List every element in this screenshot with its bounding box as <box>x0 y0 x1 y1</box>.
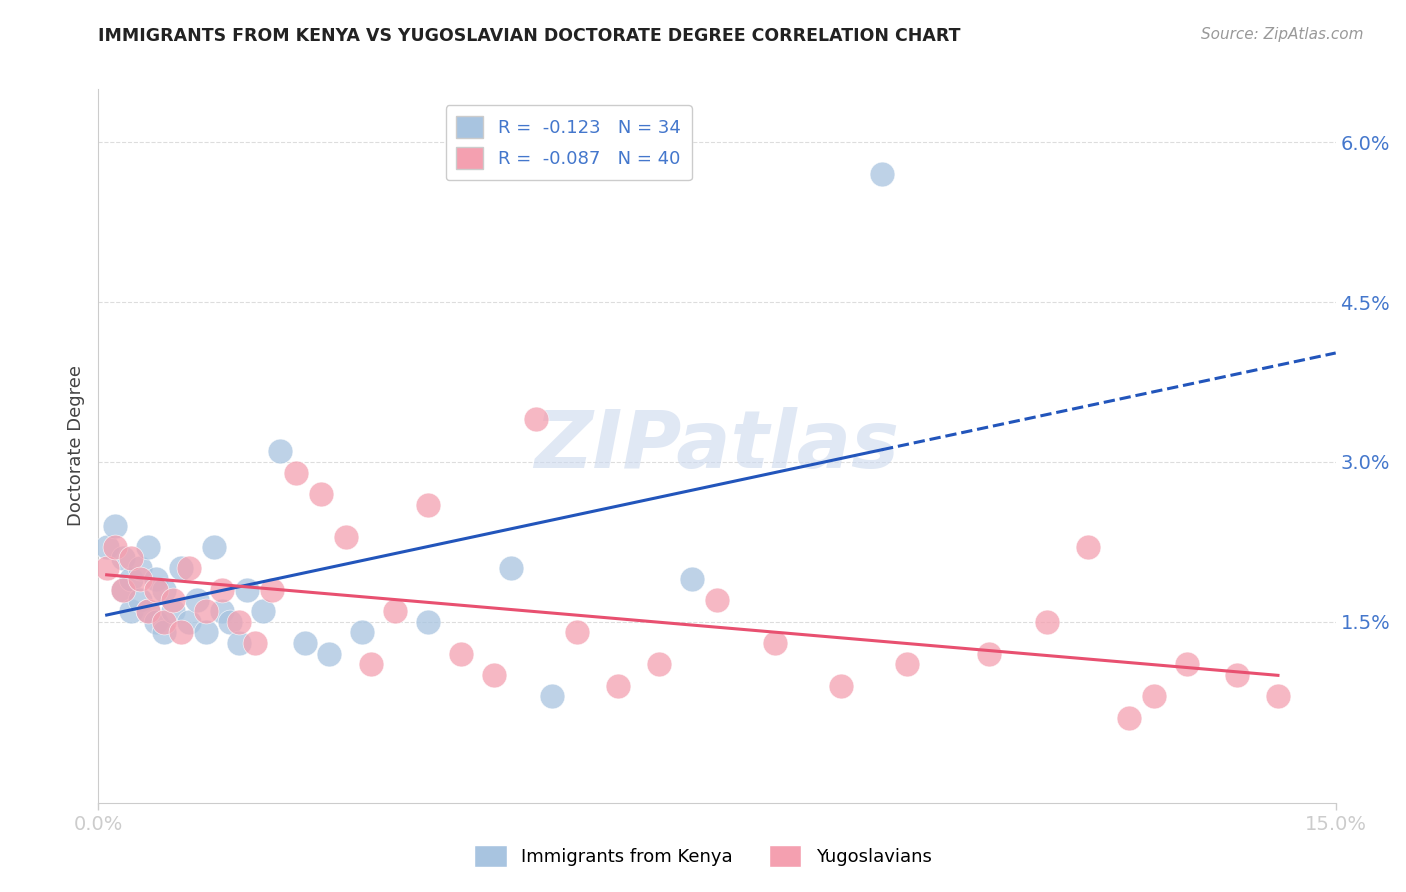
Point <box>285 466 308 480</box>
Point <box>170 561 193 575</box>
Point <box>830 679 852 693</box>
Point <box>499 561 522 575</box>
Point <box>236 582 259 597</box>
Point <box>162 593 184 607</box>
Point <box>228 615 250 629</box>
Point <box>202 540 225 554</box>
Point <box>450 647 472 661</box>
Point <box>648 657 671 672</box>
Point <box>211 604 233 618</box>
Point <box>896 657 918 672</box>
Legend: R =  -0.123   N = 34, R =  -0.087   N = 40: R = -0.123 N = 34, R = -0.087 N = 40 <box>446 105 692 180</box>
Point <box>112 582 135 597</box>
Point <box>979 647 1001 661</box>
Point <box>96 561 118 575</box>
Legend: Immigrants from Kenya, Yugoslavians: Immigrants from Kenya, Yugoslavians <box>467 838 939 874</box>
Point <box>565 625 588 640</box>
Point <box>294 636 316 650</box>
Text: Source: ZipAtlas.com: Source: ZipAtlas.com <box>1201 27 1364 42</box>
Point <box>186 593 208 607</box>
Point <box>179 561 201 575</box>
Point <box>194 604 217 618</box>
Point <box>112 550 135 565</box>
Point <box>243 636 266 650</box>
Point <box>136 604 159 618</box>
Point <box>418 615 440 629</box>
Point <box>384 604 406 618</box>
Point <box>128 593 150 607</box>
Point <box>153 615 176 629</box>
Point <box>260 582 283 597</box>
Point <box>607 679 630 693</box>
Y-axis label: Doctorate Degree: Doctorate Degree <box>66 366 84 526</box>
Point <box>179 615 201 629</box>
Point <box>1267 690 1289 704</box>
Point <box>96 540 118 554</box>
Point <box>1036 615 1059 629</box>
Point <box>269 444 291 458</box>
Point <box>145 582 167 597</box>
Point <box>120 550 142 565</box>
Point <box>360 657 382 672</box>
Text: ZIPatlas: ZIPatlas <box>534 407 900 485</box>
Point <box>335 529 357 543</box>
Point <box>309 487 332 501</box>
Point <box>1118 710 1140 724</box>
Point <box>145 572 167 586</box>
Point <box>104 540 127 554</box>
Point <box>136 540 159 554</box>
Point <box>681 572 703 586</box>
Point <box>252 604 274 618</box>
Point <box>1175 657 1198 672</box>
Point <box>541 690 564 704</box>
Point <box>194 625 217 640</box>
Point <box>219 615 242 629</box>
Point <box>153 582 176 597</box>
Point <box>120 572 142 586</box>
Point <box>484 668 506 682</box>
Point <box>706 593 728 607</box>
Point <box>352 625 374 640</box>
Point <box>120 604 142 618</box>
Point <box>128 572 150 586</box>
Point <box>170 625 193 640</box>
Point <box>1077 540 1099 554</box>
Point <box>136 604 159 618</box>
Point <box>228 636 250 650</box>
Point <box>145 615 167 629</box>
Point <box>128 561 150 575</box>
Text: IMMIGRANTS FROM KENYA VS YUGOSLAVIAN DOCTORATE DEGREE CORRELATION CHART: IMMIGRANTS FROM KENYA VS YUGOSLAVIAN DOC… <box>98 27 960 45</box>
Point <box>318 647 340 661</box>
Point <box>104 519 127 533</box>
Point <box>763 636 786 650</box>
Point <box>418 498 440 512</box>
Point <box>1226 668 1249 682</box>
Point <box>112 582 135 597</box>
Point <box>1143 690 1166 704</box>
Point <box>153 625 176 640</box>
Point <box>211 582 233 597</box>
Point <box>870 168 893 182</box>
Point <box>162 604 184 618</box>
Point <box>524 412 547 426</box>
